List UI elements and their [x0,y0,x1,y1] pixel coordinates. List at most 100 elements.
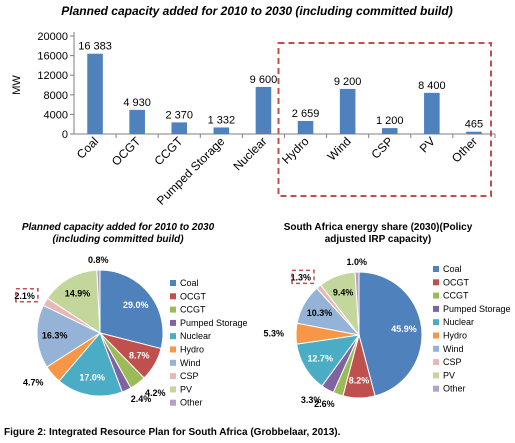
left-pie-legend-swatch [170,280,176,286]
left-pie-legend-label: Nuclear [180,331,211,341]
bar-chart: Planned capacity added for 2010 to 2030 … [11,4,496,208]
bar-coal [87,53,103,135]
y-tick-label: 8000 [44,90,68,102]
left-pie-legend-swatch [170,373,176,380]
pie-chart-energy-share: South Africa energy share (2030)(Policya… [263,222,511,409]
left-pie-slice-label: 8.7% [129,351,150,361]
right-pie-slice-other [354,271,360,336]
right-pie-highlight-box [291,269,315,285]
right-pie-legend-label: CCGT [443,291,469,301]
pie-chart-planned-capacity: Planned capacity added for 2010 to 2030(… [14,222,248,408]
left-pie-legend-label: Pumped Storage [180,318,248,328]
y-axis-label: MW [11,75,23,95]
left-pie-slice-label: 4.7% [23,377,44,387]
x-tick-label: OCGT [109,134,144,169]
right-pie-slice-label: 1.0% [346,257,367,267]
left-pie-legend-label: PV [180,384,192,394]
right-pie-title-line-2: adjusted IRP capacity) [325,234,432,245]
right-pie-slice-label: 12.7% [307,354,333,364]
y-tick-label: 12000 [37,70,68,82]
left-pie-slice-nuclear [58,332,123,397]
bar-hydro [297,120,314,134]
bar-csp [381,128,398,134]
bar-chart-title: Planned capacity added for 2010 to 2030 … [61,4,452,18]
left-pie-slice-pv [46,269,101,334]
bar-other [466,131,482,134]
right-pie-slice-label: 10.3% [307,308,333,318]
right-pie-legend-swatch [433,345,439,352]
left-pie-legend-swatch [170,306,176,313]
left-pie-legend-swatch [170,333,176,340]
x-tick-label: Other [449,134,480,165]
bar-nuclear [255,86,272,134]
right-pie-legend-swatch [433,332,439,339]
bar-data-label: 1 200 [376,115,404,127]
right-pie-legend-label: Hydro [443,331,467,341]
left-pie-legend-label: Hydro [180,345,204,355]
bar-ocgt [129,109,145,134]
y-tick-label: 0 [62,129,68,141]
right-pie-slice-label: 5.3% [263,328,284,338]
bar-data-label: 465 [465,119,483,131]
right-pie-legend-label: CSP [443,357,462,367]
left-pie-legend-swatch [170,386,176,393]
bar-wind [339,88,356,134]
right-pie-legend-label: Other [443,384,466,394]
left-pie-slice-coal [99,269,164,350]
left-pie-legend-label: CSP [180,371,199,381]
left-pie-legend-swatch [170,319,176,326]
figure-caption: Figure 2: Integrated Resource Plan for S… [4,427,341,438]
left-pie-legend-swatch [170,346,176,353]
right-pie-legend-swatch [433,359,439,366]
left-pie-slice-label: 4.2% [145,388,166,398]
y-tick-label: 4000 [44,109,68,121]
right-pie-slice-label: 3.3% [301,395,322,405]
right-pie-legend-swatch [433,385,439,392]
bar-data-label: 4 930 [123,97,151,109]
left-pie-slice-label: 14.9% [65,289,91,299]
right-pie-legend-label: Coal [443,264,462,274]
y-tick-label: 20000 [37,31,68,43]
bar-pv [424,92,440,134]
left-pie-legend-label: CCGT [180,305,206,315]
x-tick-label: Wind [325,134,354,163]
right-pie-slice-label: 8.2% [349,375,370,385]
right-pie-legend-swatch [433,305,439,312]
bar-ccgt [171,122,188,134]
bar-data-label: 16 383 [78,41,112,53]
y-tick-label: 16000 [37,51,68,63]
right-pie-legend-label: Pumped Storage [443,304,511,314]
bar-pumped-storage [213,127,230,134]
left-pie-legend-label: Wind [180,358,201,368]
left-pie-slice-label: 29.0% [123,300,149,310]
x-tick-label: Coal [74,134,101,161]
left-pie-legend-label: Other [180,398,203,408]
left-pie-slice-label: 16.3% [42,331,68,341]
left-pie-legend-swatch [170,293,176,300]
highlight-box-renewables [277,42,492,197]
right-pie-legend-swatch [433,319,439,326]
left-pie-slice-wind [36,304,102,368]
x-tick-label: CCGT [151,134,185,168]
right-pie-slice-label: 2.6% [314,399,335,409]
left-pie-legend-swatch [170,359,176,366]
right-pie-legend-swatch [433,372,439,379]
right-pie-legend-swatch [433,292,439,299]
x-tick-label: PV [417,134,438,155]
right-pie-legend-swatch [433,279,439,286]
left-pie-title-line-1: Planned capacity added for 2010 to 2030 [22,222,215,233]
left-pie-highlight-box [15,288,39,303]
left-pie-slice-label: 2.4% [131,394,152,404]
right-pie-legend-label: OCGT [443,277,470,287]
left-pie-slice-label: 2.1% [14,291,35,301]
bar-data-label: 1 332 [208,114,236,126]
bar-data-label: 2 659 [292,108,320,120]
bar-data-label: 9 200 [334,76,362,88]
bar-data-label: 2 370 [165,109,193,121]
left-pie-slice-label: 0.8% [88,255,109,265]
left-pie-title-line-2: (including committed build) [52,234,184,245]
right-pie-slice-label: 1.3% [290,272,311,282]
left-pie-slice-label: 17.0% [79,373,105,383]
right-pie-legend-label: Nuclear [443,317,474,327]
